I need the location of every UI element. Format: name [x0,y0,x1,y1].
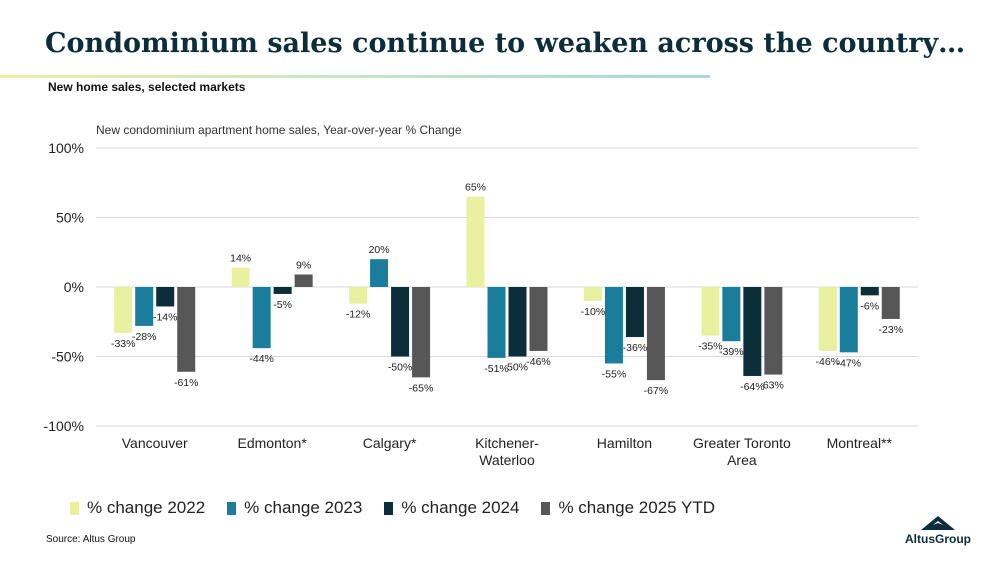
bar [466,196,485,287]
company-logo: AltusGroup [896,516,980,546]
data-label: 50% [507,362,528,374]
bar [722,287,741,342]
legend-item: % change 2025 YTD [541,498,715,518]
bar-chart: New condominium apartment home sales, Ye… [44,123,918,468]
bar [743,287,762,376]
bar [156,287,175,307]
legend-item: % change 2023 [227,498,362,518]
bar [370,259,389,287]
legend-label: % change 2025 YTD [558,498,716,517]
data-label: 9% [296,259,311,271]
data-label: -6% [860,300,879,312]
bar [881,287,900,319]
logo-text: AltusGroup [905,532,971,546]
data-label: -46% [526,356,551,368]
legend-swatch [227,501,237,515]
y-tick-label: 50% [56,210,84,226]
data-label: -50% [388,362,413,374]
page-title: Condominium sales continue to weaken acr… [45,28,966,59]
bar [412,287,431,378]
y-tick-label: -50% [51,349,84,365]
legend-item: % change 2024 [384,498,519,518]
data-label: 20% [369,244,390,256]
bar [839,287,858,353]
x-tick-label: Kitchener- [475,435,539,451]
legend-swatch [70,501,79,515]
data-label: -55% [602,368,627,380]
bar [252,287,271,349]
legend-label: % change 2023 [244,498,363,517]
data-label: -23% [879,324,904,336]
legend-swatch [541,501,551,515]
data-label: -5% [273,299,292,311]
chart-legend: % change 2022 % change 2023 % change 2024%… [70,498,715,518]
bar [349,287,368,304]
bar [583,287,602,301]
bar [508,287,527,357]
bar [860,287,879,296]
chart-title: New condominium apartment home sales, Ye… [96,123,462,137]
data-label: -28% [132,331,157,343]
data-label: -10% [581,306,606,318]
bar [701,287,720,336]
y-tick-label: -100% [44,418,84,434]
x-tick-label: Area [727,452,757,468]
x-tick-label: Greater Toronto [693,435,791,451]
bar [487,287,506,358]
x-tick-label: Edmonton* [238,435,308,451]
data-label: -65% [409,382,434,394]
data-label: -39% [719,346,744,358]
data-label: -44% [249,353,274,365]
data-label: -12% [346,309,371,321]
legend-item: % change 2022 [70,498,205,518]
data-label: -33% [111,338,136,350]
bar [294,274,313,287]
bar [818,287,837,351]
title-underline [0,75,710,78]
data-label: -64% [740,381,765,393]
data-label: -47% [837,357,862,369]
legend-label: % change 2022 [87,498,206,517]
legend-label: % change 2024 [401,498,520,517]
data-label: -51% [484,363,509,375]
bar [646,287,665,381]
data-label: -35% [698,341,723,353]
page-subtitle: New home sales, selected markets [48,80,246,94]
x-tick-label: Montreal** [827,435,893,451]
bar [135,287,154,326]
bar [625,287,644,338]
data-label: 65% [465,182,486,194]
mountain-logo-icon [921,516,955,530]
data-label: -36% [623,342,648,354]
y-tick-label: 100% [48,140,84,156]
data-label: -46% [816,356,841,368]
bar [273,287,292,294]
bar [529,287,548,351]
bar [231,267,250,287]
x-tick-label: Vancouver [122,435,188,451]
data-label: -67% [644,385,669,397]
x-tick-label: Calgary* [363,435,417,451]
data-label: 63% [763,380,784,392]
data-label: 14% [230,253,251,265]
bar [177,287,196,372]
x-tick-label: Waterloo [479,452,535,468]
bar [391,287,410,357]
x-tick-label: Hamilton [597,435,652,451]
source-note: Source: Altus Group [46,534,136,545]
data-label: -61% [174,377,199,389]
y-tick-label: 0% [64,279,84,295]
bar [604,287,623,364]
legend-swatch [384,501,394,515]
bar [764,287,783,375]
bar [114,287,133,333]
data-label: -14% [153,311,178,323]
